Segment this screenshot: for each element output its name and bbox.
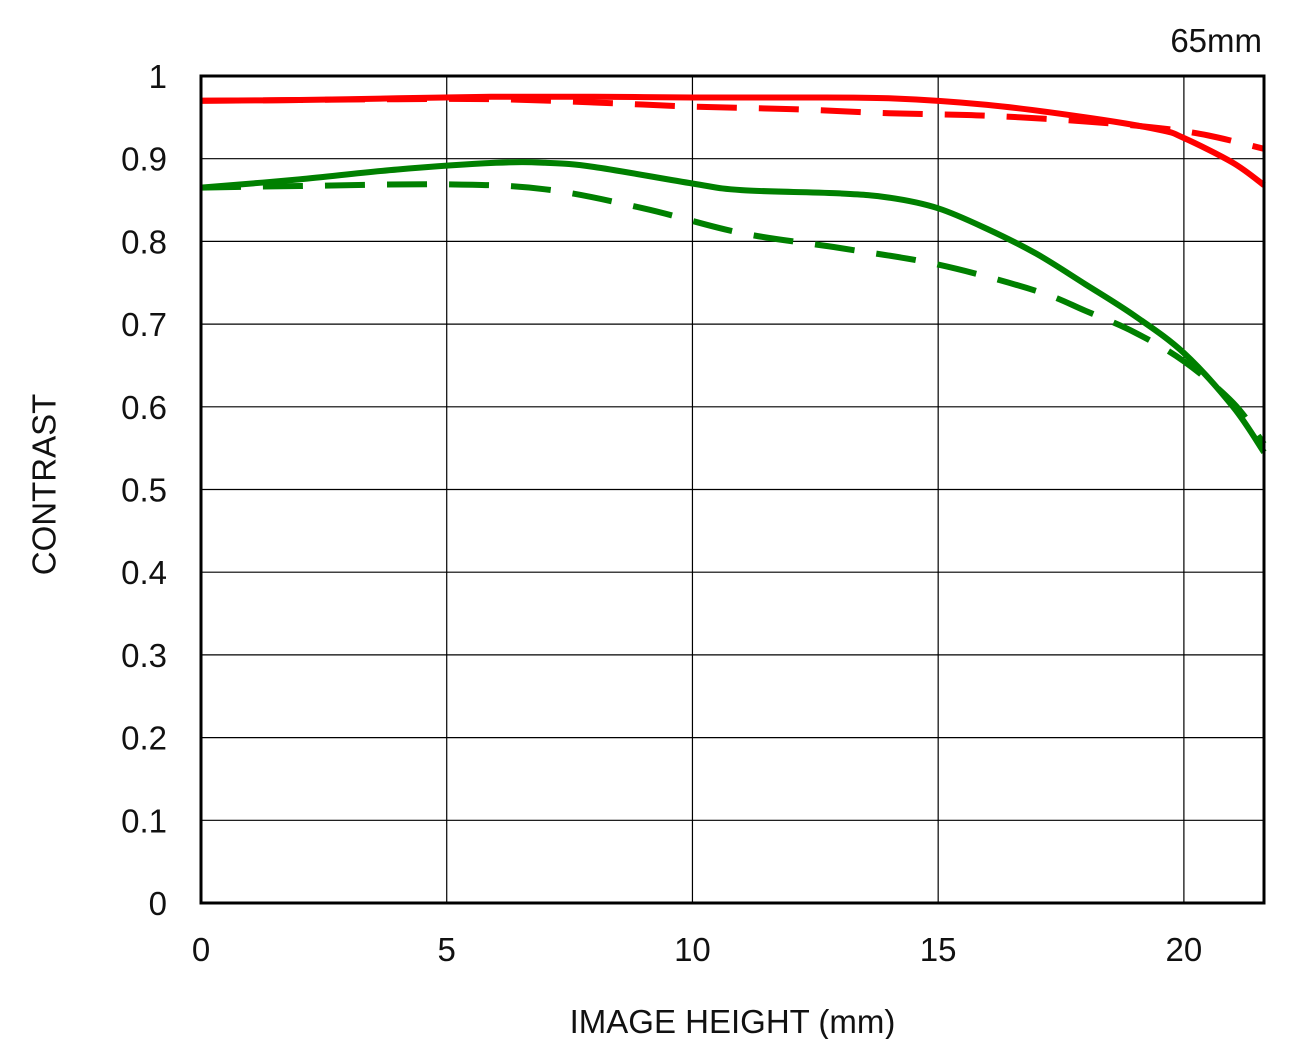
y-tick-label: 0.3 <box>121 637 167 674</box>
y-tick-label: 0.7 <box>121 306 167 343</box>
green-dashed-series-line <box>200 181 1267 446</box>
green-solid-series-line <box>200 159 1267 454</box>
grid-layer <box>201 76 1264 903</box>
y-tick-label: 0.4 <box>121 554 167 591</box>
y-tick-label: 0.2 <box>121 720 167 757</box>
plot-area-border <box>199 74 1266 905</box>
y-tick-label: 0.1 <box>121 802 167 839</box>
y-tick-label: 0.5 <box>121 472 167 509</box>
red-dashed-series-line <box>200 95 1265 152</box>
focal-length-label: 65mm <box>1170 22 1262 59</box>
y-tick-label: 0.6 <box>121 389 167 426</box>
x-tick-label: 15 <box>920 931 957 968</box>
x-tick-label: 20 <box>1166 931 1203 968</box>
series-layer <box>200 93 1267 454</box>
x-tick-label: 0 <box>192 931 210 968</box>
x-axis-title: IMAGE HEIGHT (mm) <box>570 1003 896 1039</box>
y-axis-title: CONTRAST <box>26 394 63 576</box>
y-tick-label: 1 <box>149 58 167 95</box>
y-tick-label: 0.8 <box>121 223 167 260</box>
y-tick-label: 0 <box>149 885 167 922</box>
x-tick-label: 10 <box>674 931 711 968</box>
x-tick-label: 5 <box>438 931 456 968</box>
y-tick-label: 0.9 <box>121 141 167 178</box>
tick-labels: 00.10.20.30.40.50.60.70.80.910 5 10 15 20 <box>121 58 1202 968</box>
